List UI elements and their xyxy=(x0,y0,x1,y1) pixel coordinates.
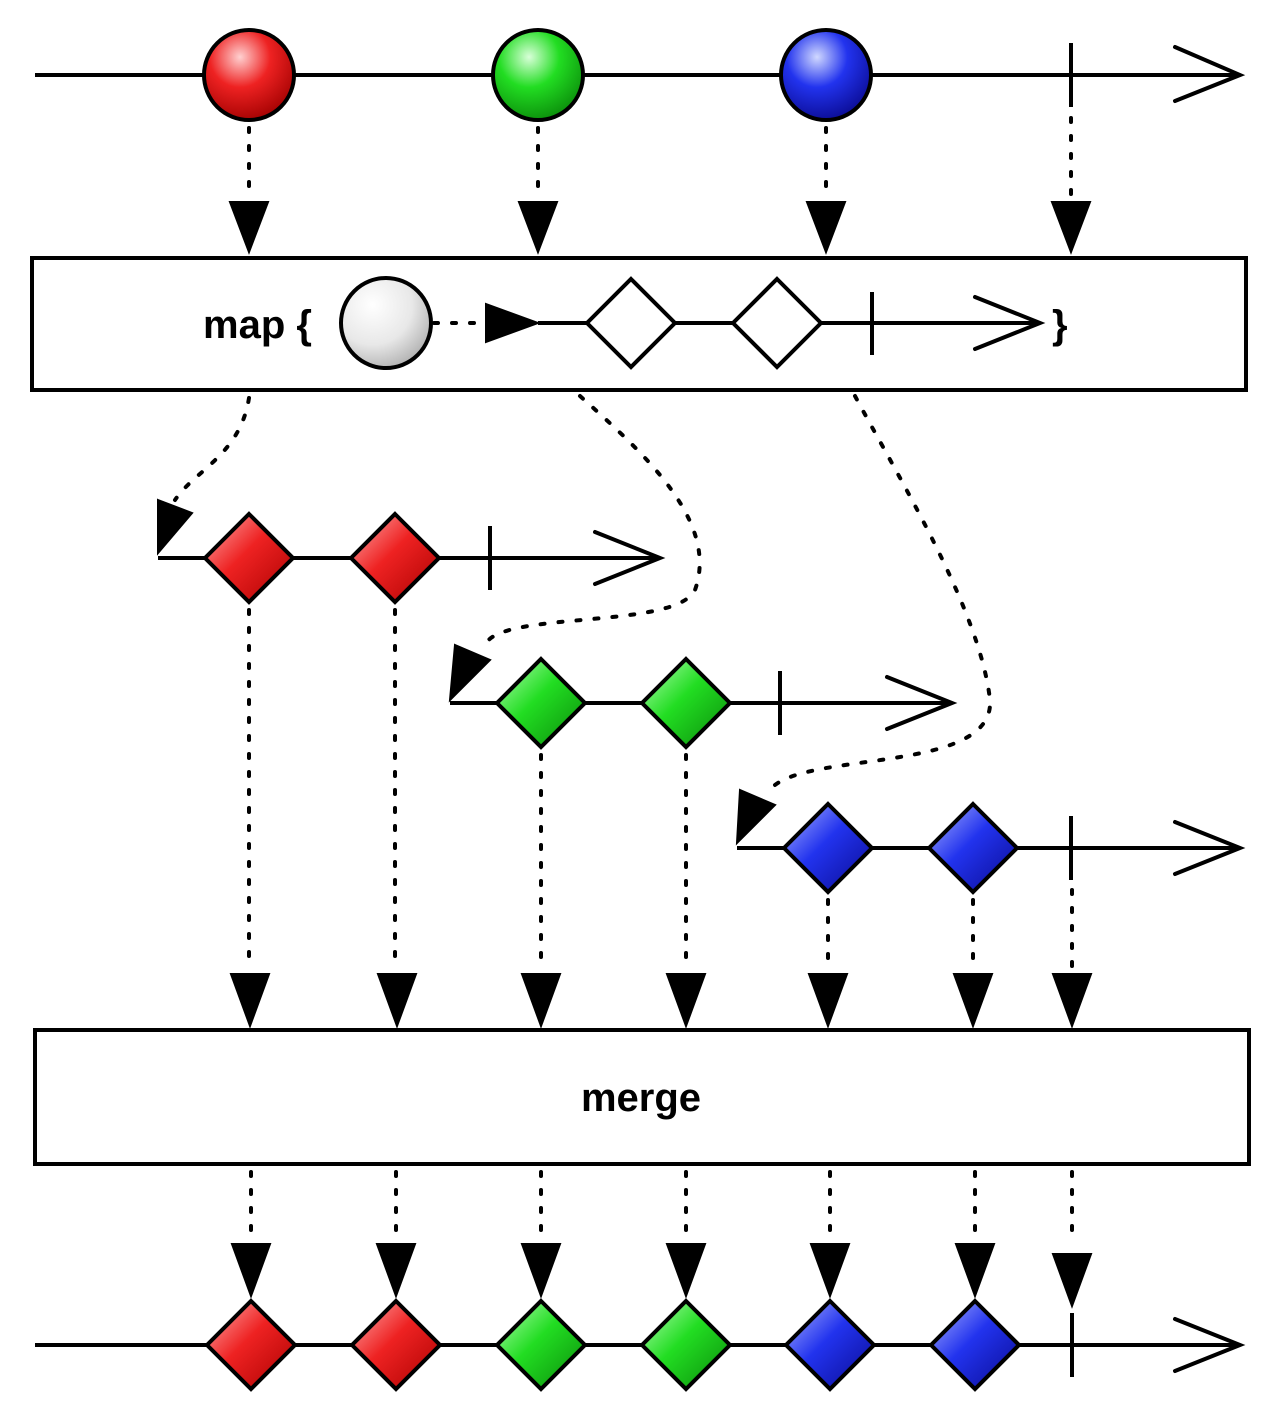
map-output-diamond-2 xyxy=(730,276,824,370)
output-timeline xyxy=(35,1298,1246,1392)
output-diamond-green-2 xyxy=(639,1298,733,1392)
merge-operator-box: merge xyxy=(33,1028,1251,1166)
inner-stream-red xyxy=(158,511,666,605)
output-diamond-green-1 xyxy=(494,1298,588,1392)
source-timeline xyxy=(35,28,1246,122)
inner-stream-blue xyxy=(737,801,1246,895)
merge-label: merge xyxy=(581,1076,701,1120)
map-to-inner-arrows xyxy=(157,394,993,846)
map-input-marble xyxy=(339,276,433,370)
map-label-prefix: map { xyxy=(203,303,312,347)
inner-red-diamond-1 xyxy=(202,511,296,605)
merge-to-output-arrows xyxy=(230,1170,1093,1309)
map-output-diamond-1 xyxy=(584,276,678,370)
output-diamond-blue-2 xyxy=(928,1298,1022,1392)
output-diamond-red-2 xyxy=(349,1298,443,1392)
inner-red-diamond-2 xyxy=(348,511,442,605)
output-diamond-red-1 xyxy=(204,1298,298,1392)
inner-to-merge-arrows xyxy=(229,608,1093,1029)
map-operator-box: map { } xyxy=(30,256,1248,392)
output-diamond-blue-1 xyxy=(783,1298,877,1392)
source-marble-red xyxy=(202,28,296,122)
inner-stream-green xyxy=(450,656,958,750)
inner-blue-diamond-2 xyxy=(926,801,1020,895)
inner-blue-diamond-1 xyxy=(781,801,875,895)
map-label-suffix: } xyxy=(1052,303,1068,347)
source-to-map-arrows xyxy=(228,116,1092,255)
source-marble-blue xyxy=(779,28,873,122)
inner-green-diamond-2 xyxy=(639,656,733,750)
source-marble-green xyxy=(491,28,585,122)
inner-green-diamond-1 xyxy=(494,656,588,750)
